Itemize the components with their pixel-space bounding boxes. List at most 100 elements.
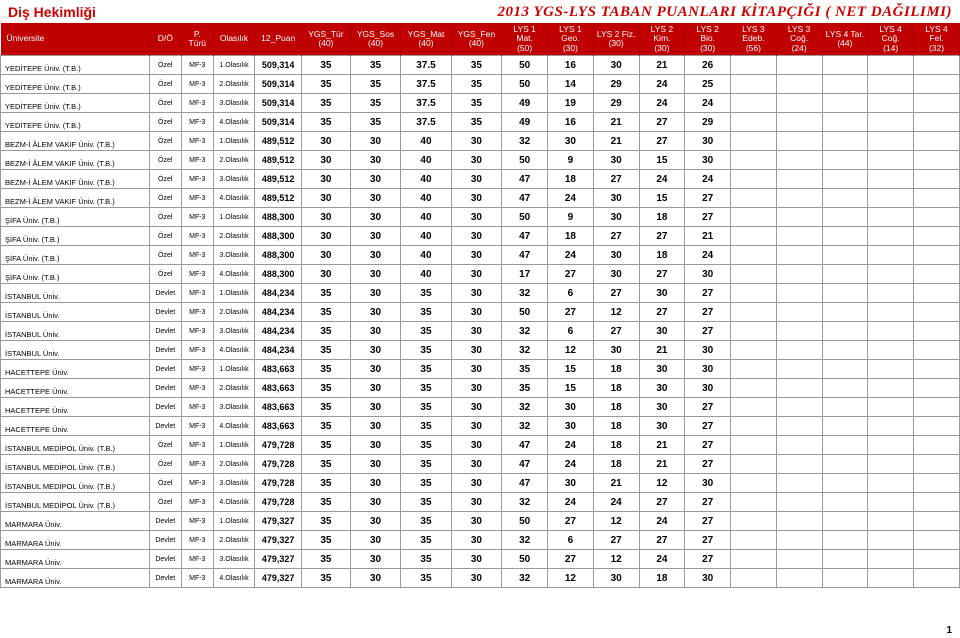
score-cell: 47 <box>502 436 548 455</box>
meta-cell: 3.Olasılık <box>213 170 254 189</box>
score-cell <box>914 550 960 569</box>
score-cell: 30 <box>350 322 401 341</box>
score-cell: 21 <box>685 227 731 246</box>
puan-cell: 489,512 <box>255 151 302 170</box>
score-cell: 35 <box>401 512 451 531</box>
score-cell <box>731 531 777 550</box>
score-cell: 30 <box>451 436 502 455</box>
score-cell <box>822 512 868 531</box>
col-header: YGS_Tür(40) <box>302 23 351 56</box>
score-cell: 24 <box>548 189 594 208</box>
puan-cell: 509,314 <box>255 113 302 132</box>
score-cell: 27 <box>593 531 639 550</box>
table-row: HACETTEPE Üniv.DevletMF-34.Olasılık483,6… <box>1 417 960 436</box>
score-cell: 35 <box>302 417 351 436</box>
score-cell: 50 <box>502 75 548 94</box>
score-cell: 6 <box>548 322 594 341</box>
puan-cell: 489,512 <box>255 132 302 151</box>
score-cell <box>914 493 960 512</box>
puan-cell: 479,728 <box>255 474 302 493</box>
score-cell: 30 <box>350 474 401 493</box>
score-cell <box>822 303 868 322</box>
score-cell <box>868 455 914 474</box>
score-cell: 12 <box>593 303 639 322</box>
score-cell <box>868 379 914 398</box>
score-cell: 15 <box>548 379 594 398</box>
score-cell: 40 <box>401 265 451 284</box>
score-cell: 30 <box>685 151 731 170</box>
col-header: P. Türü <box>181 23 213 56</box>
score-cell <box>822 436 868 455</box>
score-cell: 47 <box>502 170 548 189</box>
score-cell <box>776 417 822 436</box>
meta-cell: 4.Olasılık <box>213 417 254 436</box>
score-cell: 30 <box>451 284 502 303</box>
meta-cell: 1.Olasılık <box>213 284 254 303</box>
score-cell: 30 <box>685 341 731 360</box>
meta-cell: Özel <box>149 113 181 132</box>
table-row: HACETTEPE Üniv.DevletMF-31.Olasılık483,6… <box>1 360 960 379</box>
score-cell: 24 <box>639 94 685 113</box>
score-cell <box>914 360 960 379</box>
table-row: MARMARA Üniv.DevletMF-32.Olasılık479,327… <box>1 531 960 550</box>
score-cell <box>822 474 868 493</box>
dept-title: Diş Hekimliği <box>8 4 96 21</box>
score-cell: 35 <box>502 360 548 379</box>
meta-cell: 1.Olasılık <box>213 208 254 227</box>
meta-cell: MF-3 <box>181 170 213 189</box>
score-cell: 27 <box>685 284 731 303</box>
score-cell: 12 <box>593 512 639 531</box>
meta-cell: 3.Olasılık <box>213 550 254 569</box>
score-cell: 26 <box>685 56 731 75</box>
table-row: BEZM-İ ÂLEM VAKIF Üniv. (T.B.)ÖzelMF-33.… <box>1 170 960 189</box>
score-cell: 35 <box>302 455 351 474</box>
meta-cell: MF-3 <box>181 493 213 512</box>
score-cell <box>776 303 822 322</box>
score-cell: 30 <box>451 303 502 322</box>
meta-cell: 4.Olasılık <box>213 569 254 588</box>
score-cell: 18 <box>548 227 594 246</box>
score-cell: 27 <box>685 455 731 474</box>
score-cell <box>914 436 960 455</box>
score-cell <box>776 455 822 474</box>
score-cell: 35 <box>401 550 451 569</box>
score-cell <box>822 170 868 189</box>
university-name: ŞİFA Üniv. (T.B.) <box>1 208 150 227</box>
score-cell: 30 <box>302 265 351 284</box>
meta-cell: MF-3 <box>181 208 213 227</box>
score-cell: 30 <box>451 455 502 474</box>
score-cell: 35 <box>401 531 451 550</box>
table-row: İSTANBUL MEDİPOL Üniv. (T.B.)ÖzelMF-31.O… <box>1 436 960 455</box>
meta-cell: Devlet <box>149 512 181 531</box>
score-cell <box>914 56 960 75</box>
score-cell: 27 <box>685 208 731 227</box>
puan-cell: 479,728 <box>255 455 302 474</box>
score-cell <box>868 417 914 436</box>
col-header: LYS 4 Fel.(32) <box>914 23 960 56</box>
meta-cell: 2.Olasılık <box>213 227 254 246</box>
university-name: İSTANBUL MEDİPOL Üniv. (T.B.) <box>1 436 150 455</box>
score-cell: 24 <box>593 493 639 512</box>
score-cell: 35 <box>302 398 351 417</box>
meta-cell: 1.Olasılık <box>213 56 254 75</box>
puan-cell: 509,314 <box>255 56 302 75</box>
score-cell: 50 <box>502 208 548 227</box>
score-cell <box>731 265 777 284</box>
meta-cell: Özel <box>149 436 181 455</box>
score-cell <box>868 303 914 322</box>
score-cell: 30 <box>548 474 594 493</box>
score-cell: 16 <box>548 113 594 132</box>
score-cell: 30 <box>350 531 401 550</box>
col-header: LYS 4 Coğ.(14) <box>868 23 914 56</box>
score-cell <box>776 284 822 303</box>
meta-cell: MF-3 <box>181 474 213 493</box>
puan-cell: 484,234 <box>255 341 302 360</box>
score-cell: 30 <box>685 569 731 588</box>
score-cell: 27 <box>685 303 731 322</box>
score-cell <box>776 493 822 512</box>
score-cell: 24 <box>685 246 731 265</box>
score-cell: 18 <box>593 398 639 417</box>
puan-cell: 483,663 <box>255 379 302 398</box>
puan-cell: 479,327 <box>255 531 302 550</box>
meta-cell: Özel <box>149 246 181 265</box>
